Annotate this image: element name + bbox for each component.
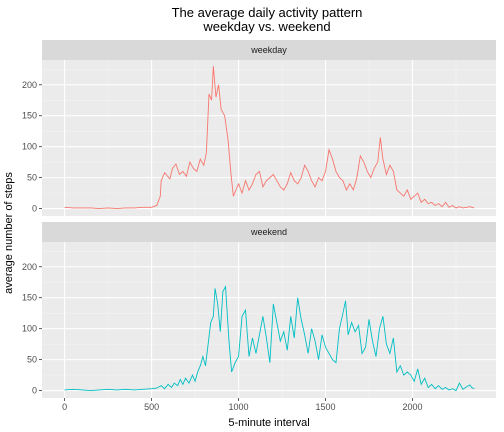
series-line-weekend — [64, 284, 475, 392]
y-tick-label: 100 — [22, 324, 37, 334]
chart-subtitle: weekday vs. weekend — [202, 19, 330, 34]
x-axis: 0 500 1000 1500 2000 — [62, 398, 423, 412]
y-axis-label: average number of steps — [3, 172, 15, 294]
y-tick-label: 50 — [27, 355, 37, 365]
y-tick-label: 0 — [32, 204, 37, 214]
x-tick-label: 2000 — [402, 402, 422, 412]
panel-weekday: weekday 0 50 100 150 200 — [22, 40, 496, 216]
plot-area-weekend — [42, 242, 496, 398]
panel-weekend: weekend 0 50 100 150 200 — [22, 222, 496, 398]
y-tick-label: 200 — [22, 262, 37, 272]
y-tick-label: 50 — [27, 173, 37, 183]
panel-strip-weekend — [42, 222, 496, 242]
x-axis-label: 5-minute interval — [228, 417, 309, 429]
y-tick-label: 200 — [22, 80, 37, 90]
panel-label-weekend: weekend — [250, 227, 287, 237]
y-axis-weekday: 0 50 100 150 200 — [22, 80, 42, 214]
panel-label-weekday: weekday — [250, 45, 287, 55]
plot-area-weekday — [42, 60, 496, 216]
x-tick-label: 1500 — [316, 402, 336, 412]
y-tick-label: 100 — [22, 142, 37, 152]
x-tick-label: 0 — [62, 402, 67, 412]
series-line-weekday — [64, 66, 475, 210]
y-tick-label: 150 — [22, 293, 37, 303]
panel-strip-weekday — [42, 40, 496, 60]
gridlines-weekday — [42, 60, 496, 216]
chart-title: The average daily activity pattern — [172, 5, 363, 20]
y-tick-label: 0 — [32, 386, 37, 396]
x-tick-label: 500 — [144, 402, 159, 412]
x-tick-label: 1000 — [229, 402, 249, 412]
y-axis-weekend: 0 50 100 150 200 — [22, 262, 42, 396]
y-tick-label: 150 — [22, 111, 37, 121]
